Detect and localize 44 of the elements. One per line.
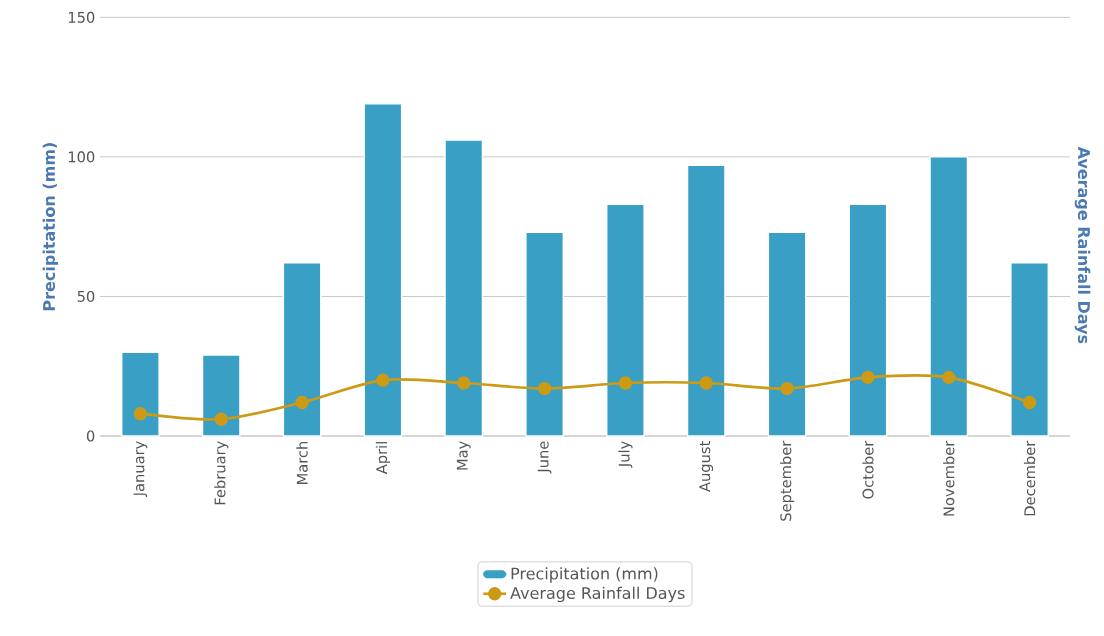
point [133, 407, 148, 421]
point [618, 376, 633, 390]
x-tick-label: February [214, 441, 229, 505]
x-tick-label: March [296, 441, 308, 484]
point [942, 370, 956, 385]
y2-axis-title: Average Rainfall Days [1074, 146, 1091, 344]
point [780, 381, 794, 396]
y-tick-label: 0 [86, 430, 95, 442]
x-tick-label: May [456, 441, 471, 470]
point [376, 373, 390, 387]
x-tick-label: December [1023, 440, 1036, 516]
legend-label: Average Rainfall Days [510, 586, 685, 603]
bar [525, 231, 564, 437]
x-tick-label: November [943, 440, 955, 516]
bar [686, 164, 726, 437]
bar [606, 203, 645, 437]
bar [363, 103, 403, 437]
bar [767, 231, 807, 437]
x-tick-label: September [779, 440, 795, 521]
bar [848, 203, 888, 437]
x-tick-label: June [537, 441, 552, 474]
bar [444, 139, 484, 437]
bar [282, 262, 322, 437]
x-tick-label: August [699, 441, 714, 492]
legend-label: Precipitation (mm) [511, 567, 658, 583]
bar [121, 351, 160, 437]
bar [929, 156, 969, 437]
point [537, 381, 552, 396]
point [214, 412, 228, 426]
point [1022, 395, 1037, 410]
bar [201, 354, 241, 437]
point [699, 376, 713, 390]
y-tick-label: 150 [68, 11, 95, 23]
bar [1010, 262, 1049, 437]
y-axis-title: Precipitation (mm) [42, 143, 59, 311]
x-tick-label: April [375, 442, 391, 475]
y-tick-label: 100 [68, 151, 95, 163]
x-tick-label: October [862, 440, 874, 499]
point [861, 370, 875, 385]
y-tick-label: 50 [77, 290, 95, 302]
point [457, 376, 471, 390]
point [295, 395, 309, 410]
x-tick-label: January [133, 441, 148, 498]
x-tick-label: July [618, 441, 633, 468]
